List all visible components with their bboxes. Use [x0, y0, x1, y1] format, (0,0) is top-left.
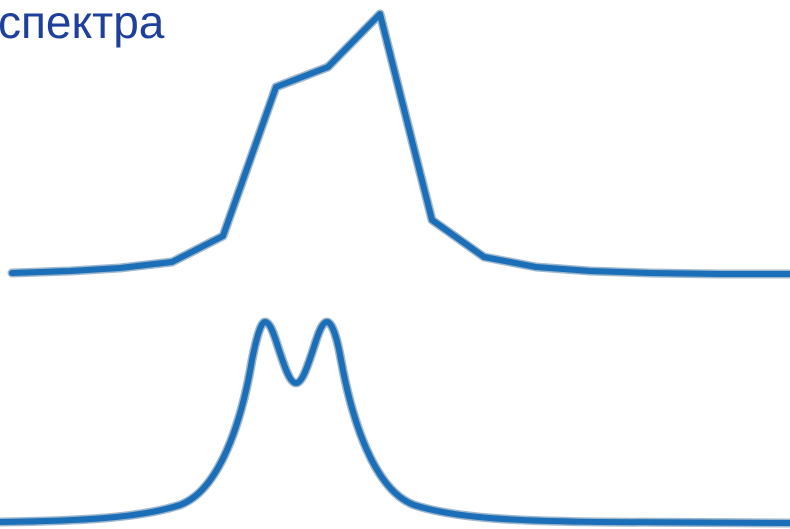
slide-title: спектра: [0, 0, 165, 48]
broad-spectrum-outline: [7, 9, 790, 279]
resolved-spectrum-curve: [0, 319, 790, 526]
broad-spectrum-curve: [9, 11, 790, 277]
